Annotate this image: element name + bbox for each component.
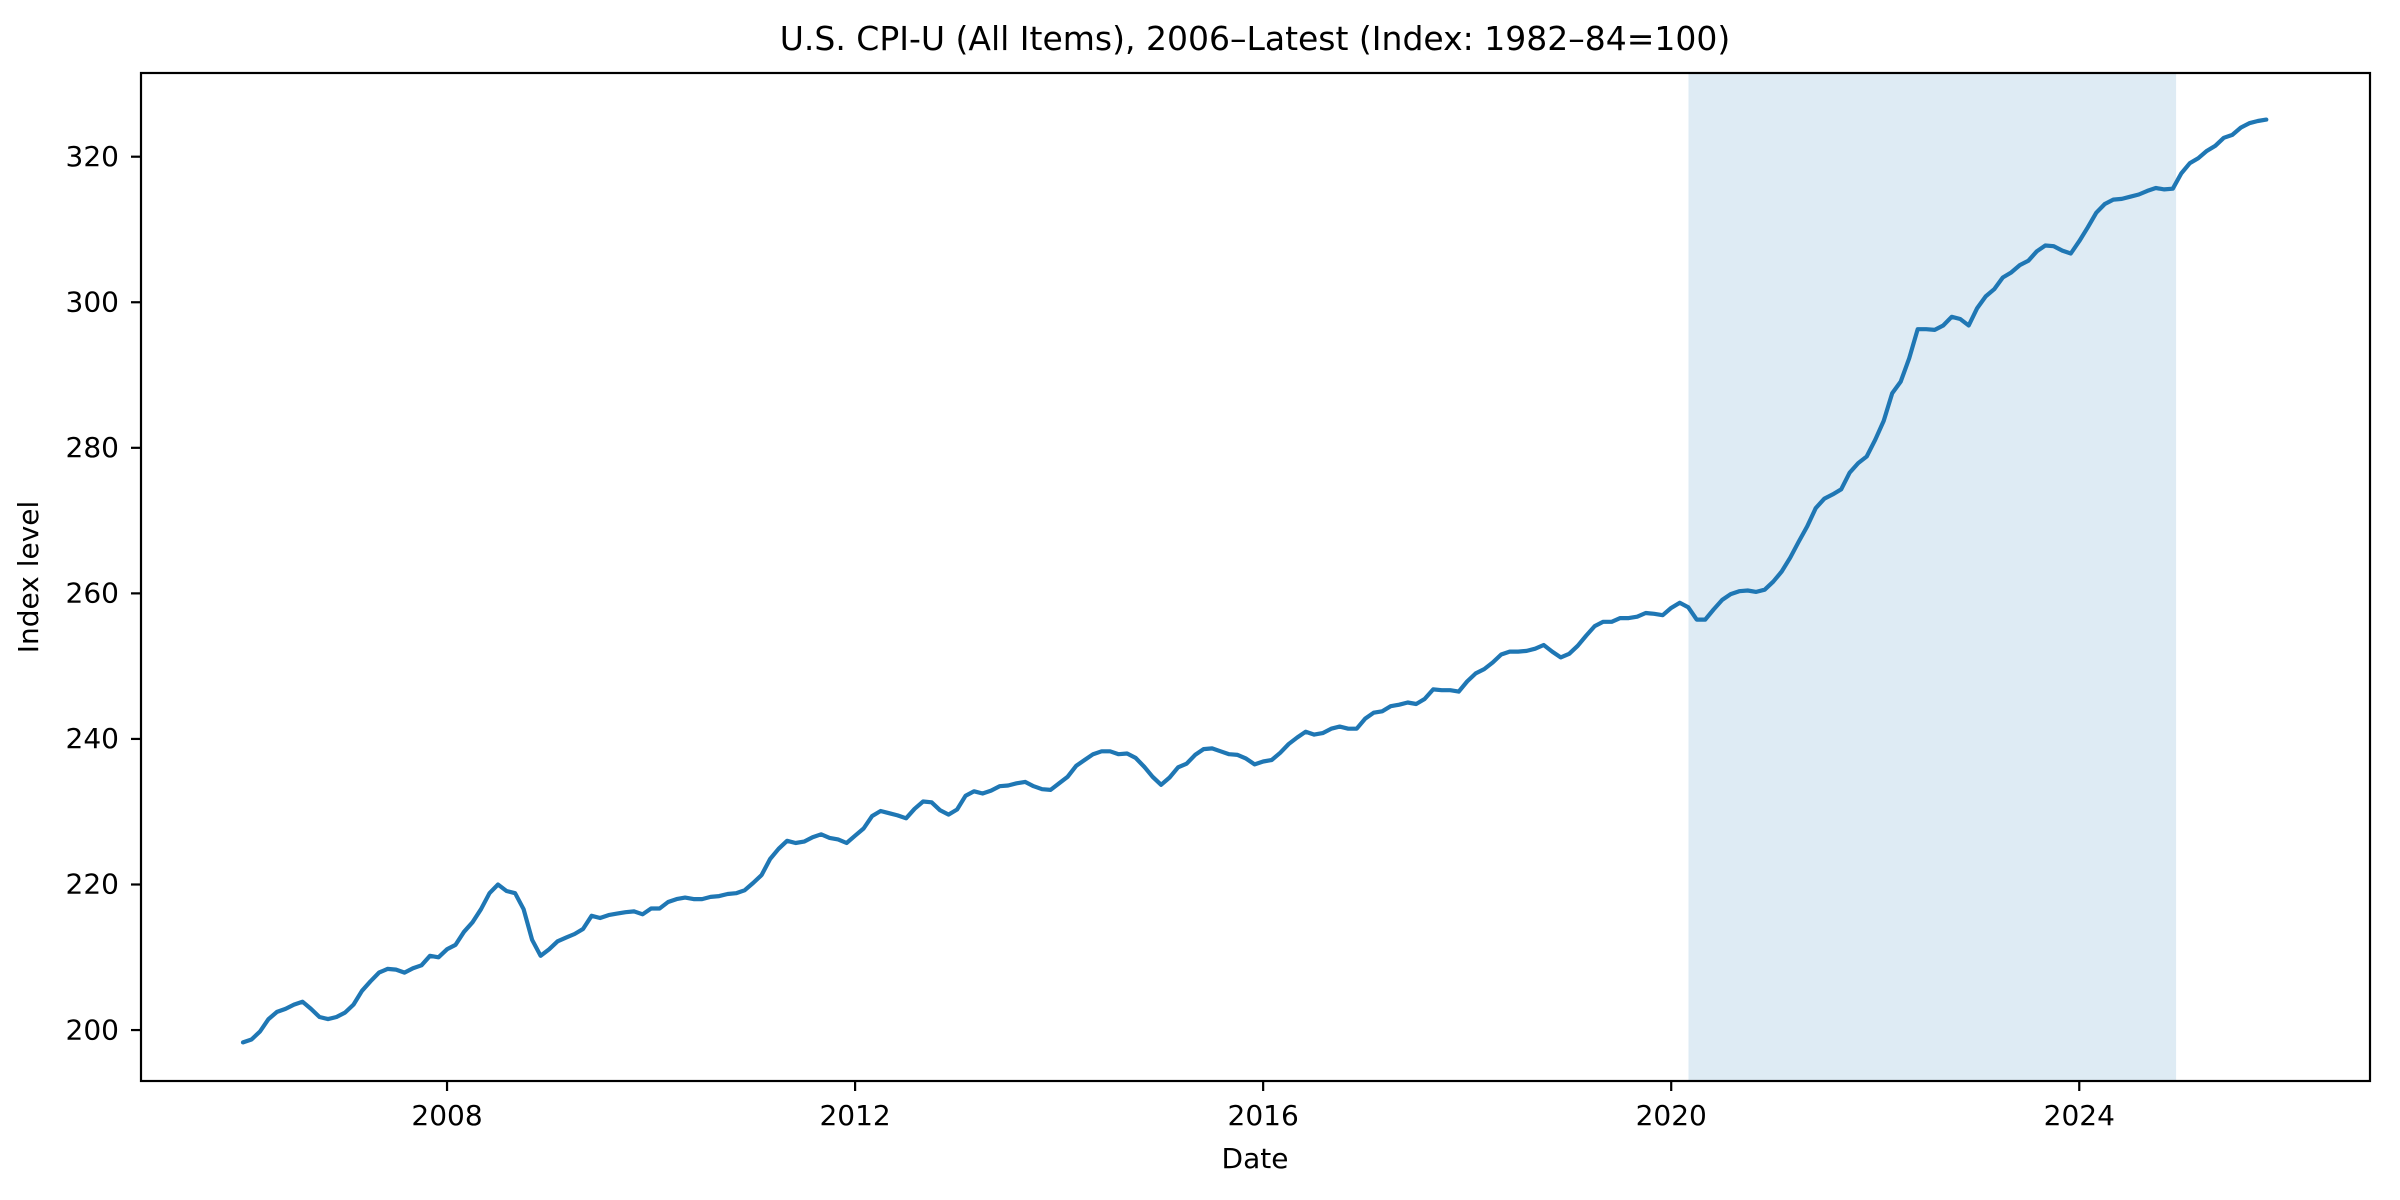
x-axis-label: Date <box>1222 1142 1289 1175</box>
x-tick-label: 2008 <box>411 1099 482 1132</box>
x-tick-label: 2016 <box>1228 1099 1299 1132</box>
chart-title: U.S. CPI-U (All Items), 2006–Latest (Ind… <box>780 19 1731 58</box>
x-tick-label: 2012 <box>819 1099 890 1132</box>
x-tick-label: 2020 <box>1636 1099 1707 1132</box>
x-axis-ticks: 2008 2012 2016 2020 2024 <box>411 1081 2115 1132</box>
x-tick-label: 2024 <box>2044 1099 2115 1132</box>
y-tick-label: 240 <box>66 722 119 755</box>
y-tick-label: 200 <box>66 1013 119 1046</box>
y-tick-label: 300 <box>66 285 119 318</box>
y-axis-ticks: 200 220 240 260 280 300 320 <box>66 140 141 1046</box>
cpi-series-line <box>240 117 2269 1045</box>
y-tick-label: 260 <box>66 577 119 610</box>
y-tick-label: 280 <box>66 431 119 464</box>
y-tick-label: 220 <box>66 868 119 901</box>
highlight-span-region <box>1688 73 2177 1081</box>
axes-frame <box>139 71 2372 1083</box>
y-tick-label: 320 <box>66 140 119 173</box>
y-axis-label: Index level <box>12 501 45 654</box>
